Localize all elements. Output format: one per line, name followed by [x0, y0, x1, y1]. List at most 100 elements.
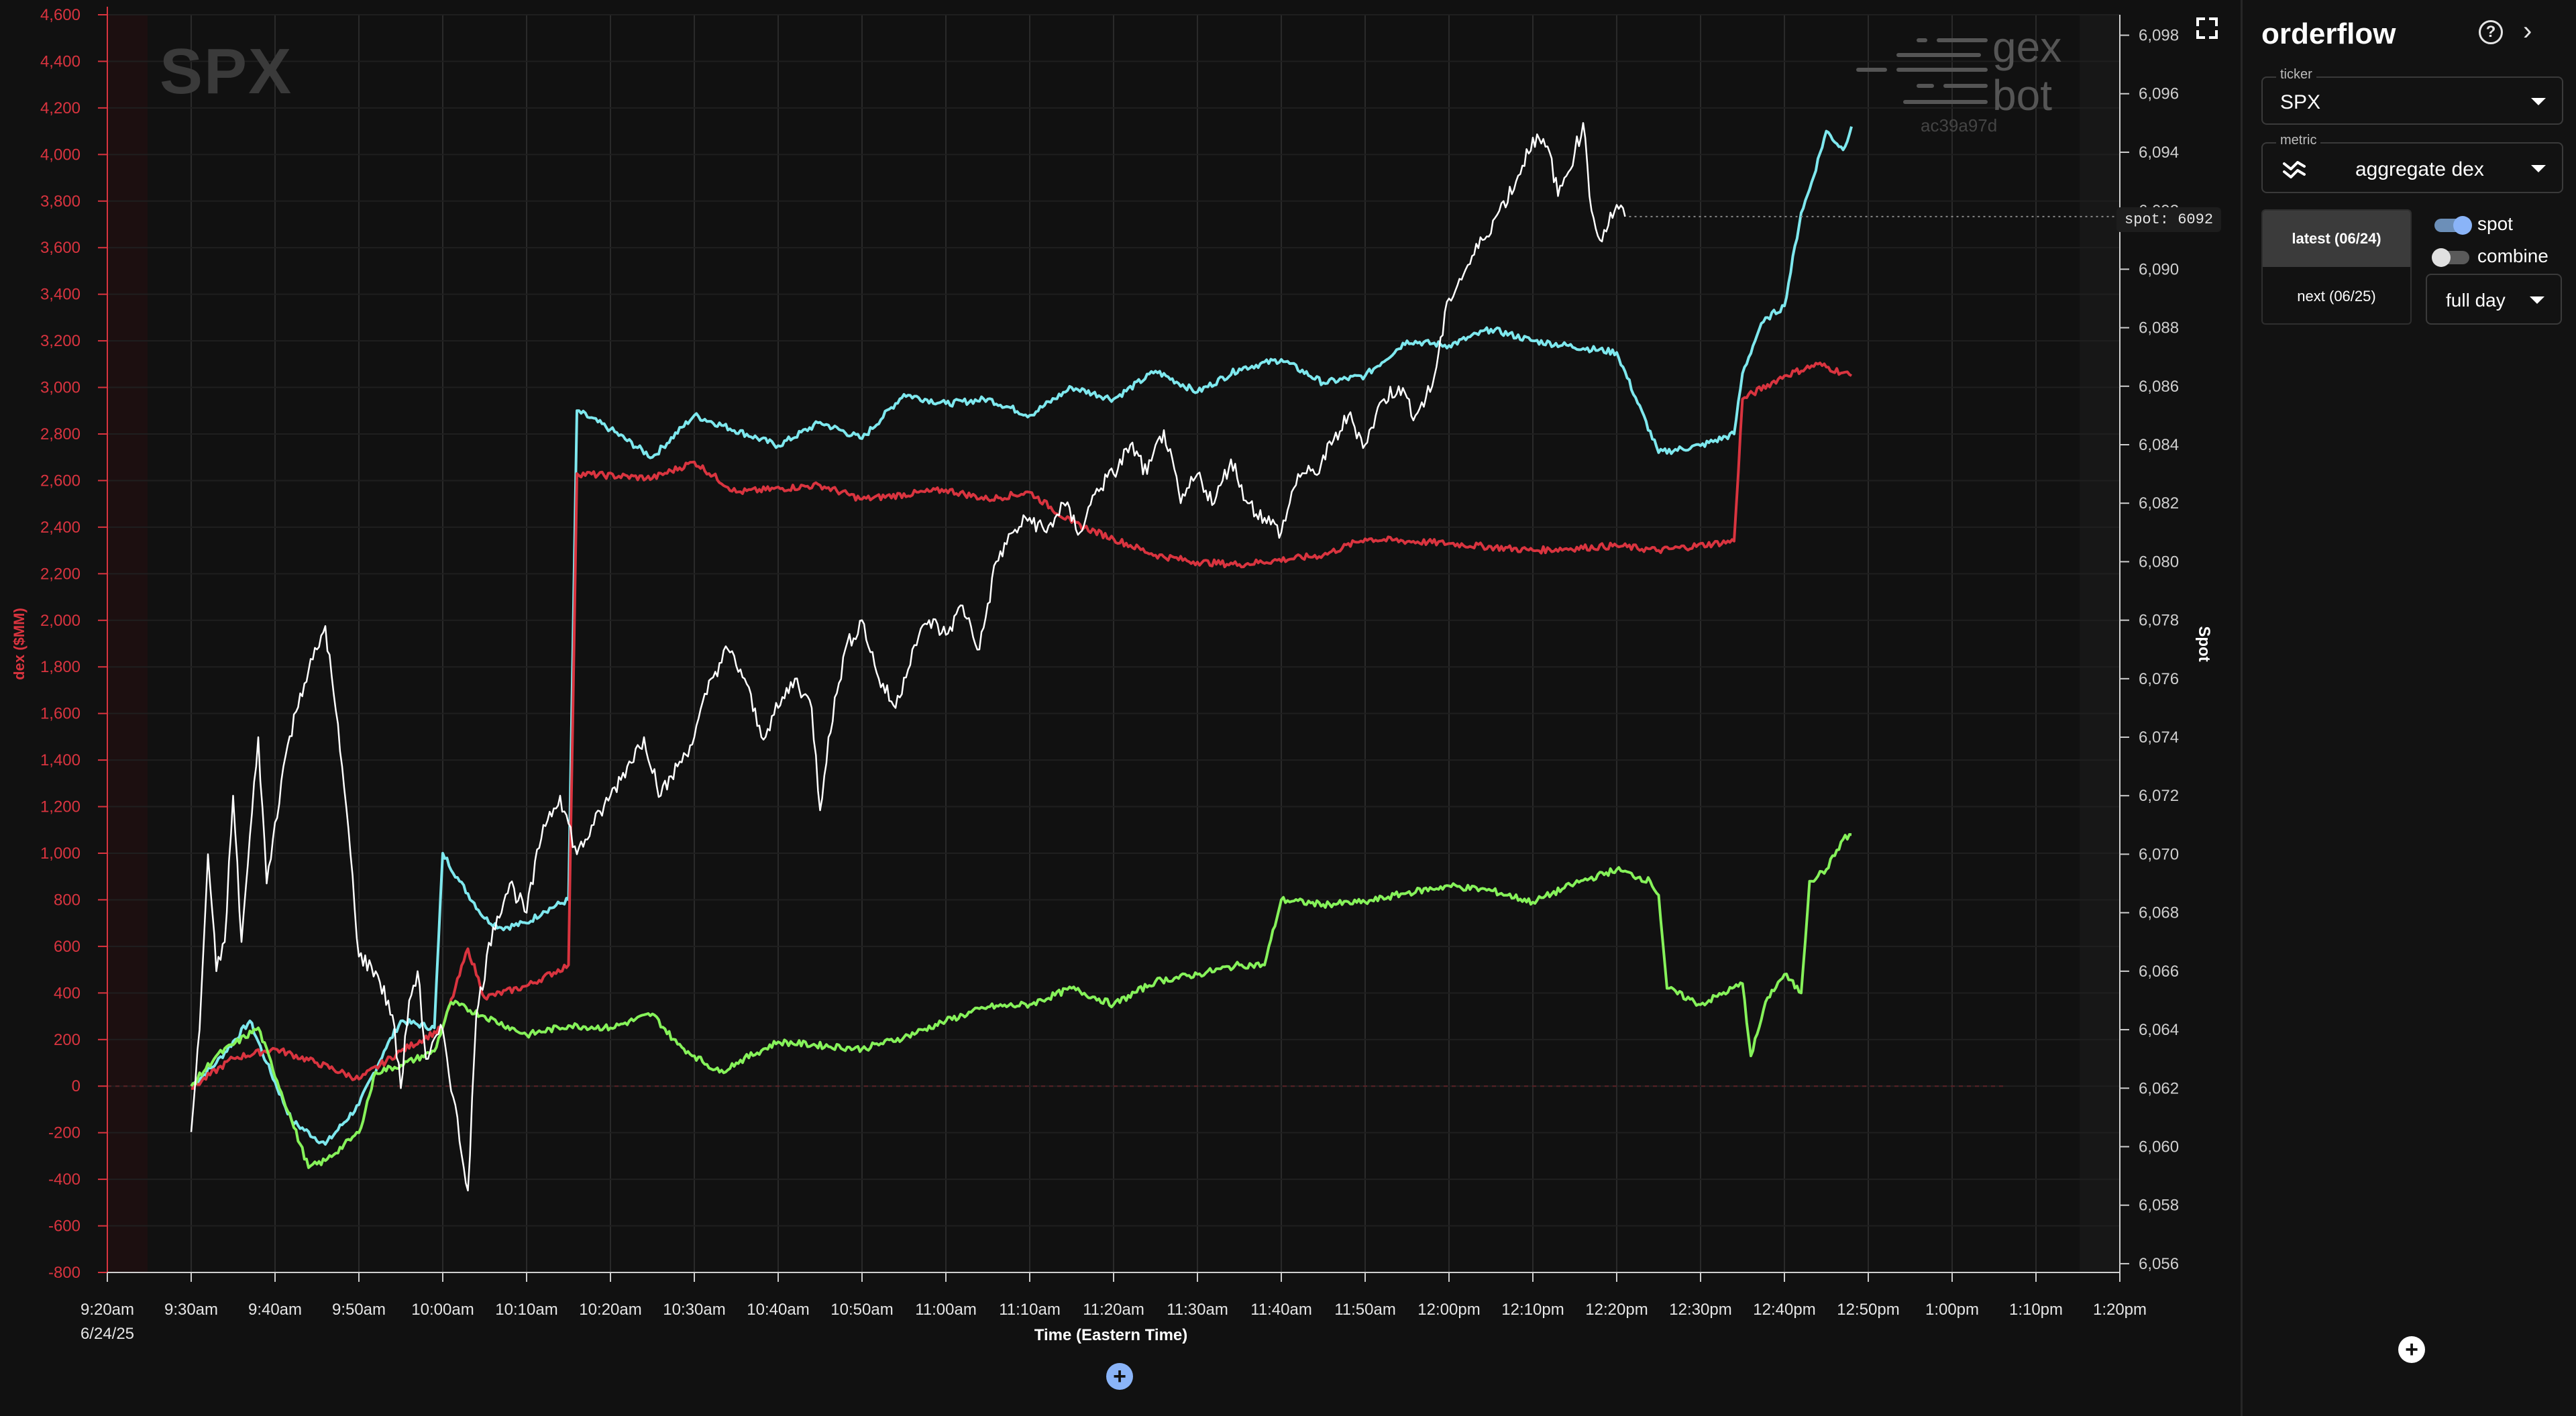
- metric-select[interactable]: metric aggregate dex: [2261, 133, 2563, 193]
- x-axis-title: Time (Eastern Time): [1034, 1326, 1188, 1344]
- y-tick-label: 1,400: [40, 751, 80, 769]
- y-tick-label: 2,000: [40, 612, 80, 630]
- x-tick-label: 12:10pm: [1501, 1301, 1564, 1319]
- ticker-watermark: SPX: [160, 36, 293, 107]
- y2-tick-label: 6,056: [2139, 1255, 2179, 1273]
- toggle-knob: [2453, 216, 2472, 235]
- x-tick-label: 11:00am: [915, 1301, 977, 1319]
- y2-tick-label: 6,086: [2139, 378, 2179, 396]
- ticker-select[interactable]: ticker SPX: [2261, 67, 2563, 125]
- y-tick-label: 400: [54, 984, 80, 1002]
- y2-tick-label: 6,082: [2139, 494, 2179, 512]
- x-tick-label: 11:10am: [999, 1301, 1061, 1319]
- y2-tick-label: 6,084: [2139, 436, 2179, 454]
- x-tick-label: 12:20pm: [1585, 1301, 1648, 1319]
- y2-tick-label: 6,080: [2139, 553, 2179, 571]
- y2-tick-label: 6,096: [2139, 85, 2179, 103]
- logo-text-gex: gex: [1992, 23, 2062, 71]
- x-tick-label: 9:50am: [332, 1301, 386, 1319]
- expiration-latest[interactable]: latest (06/24): [2263, 211, 2410, 267]
- logo-text-bot: bot: [1992, 71, 2052, 119]
- x-date-label: 6/24/25: [80, 1325, 134, 1343]
- x-tick-label: 10:40am: [747, 1301, 809, 1319]
- add-chart-button[interactable]: +: [1106, 1363, 1133, 1390]
- x-tick-label: 11:20am: [1083, 1301, 1144, 1319]
- y-tick-label: -600: [48, 1217, 80, 1236]
- spot-price-tag: spot: 6092: [2116, 207, 2222, 232]
- build-hash: ac39a97d: [1921, 115, 1998, 135]
- y-tick-label: 3,800: [40, 193, 80, 211]
- add-panel-button[interactable]: +: [2398, 1336, 2425, 1363]
- y2-tick-label: 6,068: [2139, 904, 2179, 922]
- series-line-4: [190, 122, 1626, 1192]
- y-tick-label: 1,800: [40, 658, 80, 676]
- expiration-group: latest (06/24) next (06/25): [2261, 209, 2412, 325]
- x-tick-label: 11:30am: [1167, 1301, 1228, 1319]
- fullscreen-icon[interactable]: [2194, 15, 2220, 42]
- y-tick-label: 2,800: [40, 425, 80, 443]
- x-tick-label: 9:20am: [80, 1301, 134, 1319]
- combine-toggle[interactable]: [2432, 248, 2472, 267]
- chevron-right-icon[interactable]: ›: [2523, 16, 2532, 46]
- x-tick-label: 12:30pm: [1669, 1301, 1731, 1319]
- y-tick-label: 3,000: [40, 379, 80, 397]
- y-tick-label: -200: [48, 1124, 80, 1142]
- y-tick-label: 1,000: [40, 845, 80, 863]
- expiration-next[interactable]: next (06/25): [2297, 288, 2376, 305]
- orderflow-chart[interactable]: -800 -600 -400 -200 0 200 400 600 800 1,000 1,200 1…: [0, 0, 2241, 1416]
- y2-tick-label: 6,064: [2139, 1021, 2179, 1039]
- y-tick-label: 1,600: [40, 705, 80, 723]
- y2-tick-label: 6,088: [2139, 319, 2179, 337]
- y2-tick-label: 6,066: [2139, 963, 2179, 981]
- x-tick-label: 10:20am: [579, 1301, 641, 1319]
- x-tick-label: 11:50am: [1334, 1301, 1396, 1319]
- time-range-select[interactable]: full day: [2426, 274, 2562, 325]
- postmarket-band: [2080, 15, 2120, 1272]
- y-tick-label: 1,200: [40, 798, 80, 816]
- y-axis-title-left: dex ($MM): [11, 608, 28, 680]
- combine-toggle-label: combine: [2477, 246, 2548, 266]
- y-tick-label: 4,400: [40, 52, 80, 70]
- series-line-2: [191, 362, 1853, 1090]
- x-tick-label: 10:30am: [663, 1301, 725, 1319]
- caret-down-icon: [2530, 296, 2544, 304]
- y2-tick-label: 6,072: [2139, 787, 2179, 805]
- x-tick-label: 10:10am: [495, 1301, 557, 1319]
- help-icon[interactable]: ?: [2479, 20, 2503, 44]
- caret-down-icon: [2531, 98, 2546, 105]
- gexbot-logo: [1856, 38, 1988, 104]
- y2-tick-label: 6,060: [2139, 1138, 2179, 1156]
- ticker-value: SPX: [2280, 91, 2321, 113]
- y-tick-label: 2,400: [40, 519, 80, 537]
- panel-title: orderflow: [2261, 17, 2396, 50]
- chart-area[interactable]: -800 -600 -400 -200 0 200 400 600 800 1,000 1,200 1…: [0, 0, 2241, 1416]
- time-range-value: full day: [2446, 290, 2506, 311]
- series-line-1: [190, 126, 1853, 1146]
- y2-tick-label: 6,070: [2139, 845, 2179, 863]
- orderflow-panel: orderflow ? › ticker SPX metric aggregat…: [2241, 0, 2576, 1416]
- x-tick-label: 9:40am: [248, 1301, 302, 1319]
- y2-tick-label: 6,062: [2139, 1079, 2179, 1097]
- x-tick-label: 12:50pm: [1837, 1301, 1899, 1319]
- y2-tick-label: 6,058: [2139, 1197, 2179, 1215]
- y-tick-label: 4,200: [40, 99, 80, 117]
- y-tick-label: -800: [48, 1264, 80, 1282]
- x-tick-label: 12:40pm: [1753, 1301, 1815, 1319]
- y-tick-label: 800: [54, 891, 80, 909]
- y-tick-label: 600: [54, 938, 80, 956]
- y-axis-title-right: Spot: [2195, 626, 2213, 661]
- x-tick-label: 1:10pm: [2009, 1301, 2063, 1319]
- y-tick-label: 3,200: [40, 332, 80, 350]
- series-line-3: [190, 833, 1852, 1169]
- metric-value: aggregate dex: [2355, 158, 2484, 180]
- y2-tick-label: 6,094: [2139, 144, 2179, 162]
- spot-toggle-label: spot: [2477, 213, 2513, 234]
- x-tick-label: 10:00am: [411, 1301, 474, 1319]
- x-tick-label: 1:00pm: [1925, 1301, 1979, 1319]
- spot-toggle[interactable]: [2432, 216, 2472, 235]
- y-tick-label: 200: [54, 1031, 80, 1049]
- y2-tick-label: 6,074: [2139, 728, 2179, 747]
- y2-tick-label: 6,078: [2139, 612, 2179, 630]
- x-tick-label: 11:40am: [1250, 1301, 1312, 1319]
- y-tick-label: -400: [48, 1170, 80, 1189]
